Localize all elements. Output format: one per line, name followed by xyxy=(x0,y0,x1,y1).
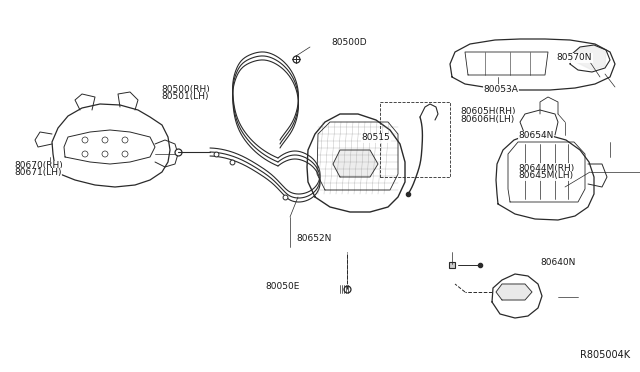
Text: 80501(LH): 80501(LH) xyxy=(162,92,209,101)
Text: 80050E: 80050E xyxy=(266,282,300,291)
Text: 80515: 80515 xyxy=(362,133,390,142)
Text: 80671(LH): 80671(LH) xyxy=(14,169,61,177)
Polygon shape xyxy=(496,284,532,300)
Text: 80670(RH): 80670(RH) xyxy=(14,161,63,170)
Text: 80652N: 80652N xyxy=(296,234,332,243)
Text: 80605H(RH): 80605H(RH) xyxy=(461,107,516,116)
Text: 80644M(RH): 80644M(RH) xyxy=(518,164,575,173)
Text: 80654N: 80654N xyxy=(518,131,554,140)
Text: 80500(RH): 80500(RH) xyxy=(161,85,210,94)
Text: R805004K: R805004K xyxy=(580,350,630,360)
Text: 80645M(LH): 80645M(LH) xyxy=(518,171,573,180)
Polygon shape xyxy=(572,46,606,70)
Text: 80500D: 80500D xyxy=(331,38,367,47)
Polygon shape xyxy=(333,150,378,177)
Text: 80053A: 80053A xyxy=(483,85,518,94)
Text: 80640N: 80640N xyxy=(541,258,576,267)
Text: 80570N: 80570N xyxy=(557,53,592,62)
Text: 80606H(LH): 80606H(LH) xyxy=(461,115,515,124)
